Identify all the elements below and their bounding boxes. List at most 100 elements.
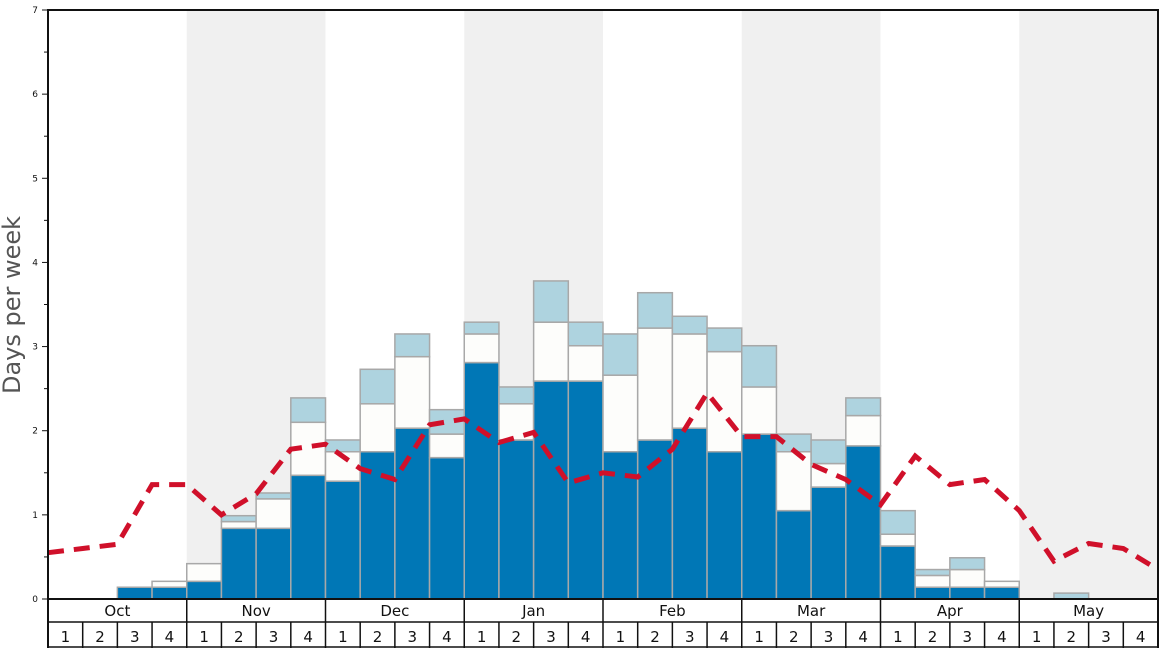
bar-top: [220, 514, 257, 523]
month-label: Jan: [521, 602, 545, 620]
week-label: 1: [338, 628, 348, 646]
bar-base: [706, 451, 743, 600]
week-label: 1: [477, 628, 487, 646]
week-label: 1: [1032, 628, 1042, 646]
y-tick-label: 4: [32, 258, 38, 268]
bar-base: [220, 527, 257, 600]
week-label: 1: [61, 628, 71, 646]
week-label: 1: [893, 628, 903, 646]
week-label: 2: [95, 628, 105, 646]
y-tick-label: 1: [32, 511, 38, 521]
bar-top: [671, 315, 708, 335]
bar-middle: [914, 574, 951, 588]
month-label: Mar: [797, 602, 826, 620]
bar-top: [255, 492, 292, 500]
week-label: 4: [581, 628, 591, 646]
bar-top: [914, 568, 951, 577]
week-label: 1: [199, 628, 209, 646]
month-label: Nov: [241, 602, 270, 620]
bar-base: [532, 380, 570, 600]
bar-middle: [428, 433, 465, 459]
bar-middle: [602, 374, 639, 453]
average-line: [47, 388, 1160, 572]
bar-top: [602, 333, 639, 376]
bar-base: [983, 586, 1020, 600]
week-label: 4: [165, 628, 175, 646]
month-label: May: [1073, 602, 1104, 620]
bar-middle: [567, 344, 604, 382]
bar-base: [810, 486, 847, 600]
bar-top: [879, 509, 916, 535]
month-label: Feb: [659, 602, 686, 620]
week-label: 4: [720, 628, 730, 646]
week-label: 3: [962, 628, 972, 646]
bar-base: [428, 456, 465, 600]
week-label: 3: [824, 628, 834, 646]
bar-base: [498, 439, 535, 600]
week-label: 3: [685, 628, 695, 646]
bar-base: [845, 445, 882, 600]
bar-base: [255, 527, 292, 600]
week-label: 4: [997, 628, 1007, 646]
y-tick-label: 5: [32, 174, 38, 184]
bar-base: [116, 586, 153, 600]
bar-middle: [186, 562, 223, 583]
bar-top: [845, 397, 882, 417]
bar-middle: [359, 403, 396, 453]
bar-top: [532, 280, 570, 323]
bar-middle: [671, 333, 708, 429]
week-label: 4: [1136, 628, 1146, 646]
bar-middle: [845, 414, 882, 447]
y-axis-label: Days per week: [0, 216, 26, 394]
bar-base: [324, 480, 361, 600]
bar-base: [741, 433, 778, 600]
bar-middle: [220, 520, 257, 530]
week-label: 4: [442, 628, 452, 646]
bar-middle: [394, 355, 431, 429]
week-label: 3: [269, 628, 279, 646]
week-label: 4: [858, 628, 868, 646]
bar-middle: [636, 327, 674, 441]
bar-top: [636, 291, 674, 329]
bar-middle: [151, 580, 188, 588]
bar-top: [290, 397, 327, 424]
bar-top: [498, 386, 535, 405]
week-label: 1: [616, 628, 626, 646]
bar-top: [463, 321, 500, 335]
bar-top: [359, 368, 396, 405]
week-label: 2: [234, 628, 244, 646]
bar-top: [706, 327, 743, 353]
bar-base: [567, 380, 604, 600]
y-tick-label: 0: [32, 595, 38, 605]
bar-top: [394, 333, 431, 358]
y-tick-label: 7: [32, 6, 38, 16]
bar-middle: [775, 451, 812, 512]
week-label: 2: [650, 628, 660, 646]
week-label: 3: [1101, 628, 1111, 646]
week-label: 2: [512, 628, 522, 646]
week-label: 2: [928, 628, 938, 646]
month-label: Oct: [104, 602, 130, 620]
bar-middle: [949, 568, 986, 588]
bar-base: [359, 451, 396, 600]
month-label: Dec: [380, 602, 409, 620]
bar-base: [775, 509, 812, 600]
bar-base: [879, 545, 916, 600]
bar-base: [290, 474, 327, 600]
y-tick-label: 3: [32, 343, 38, 353]
week-label: 2: [1067, 628, 1077, 646]
bar-top: [810, 439, 847, 465]
week-label: 3: [407, 628, 417, 646]
bar-top: [567, 321, 604, 347]
week-label: 4: [303, 628, 313, 646]
bar-top: [324, 439, 361, 453]
week-label: 1: [754, 628, 764, 646]
bar-base: [463, 361, 500, 600]
week-label: 2: [789, 628, 799, 646]
bar-middle: [255, 498, 292, 530]
bar-base: [914, 586, 951, 600]
bar-base: [671, 427, 708, 600]
y-tick-label: 6: [32, 90, 38, 100]
bar-base: [949, 586, 986, 600]
